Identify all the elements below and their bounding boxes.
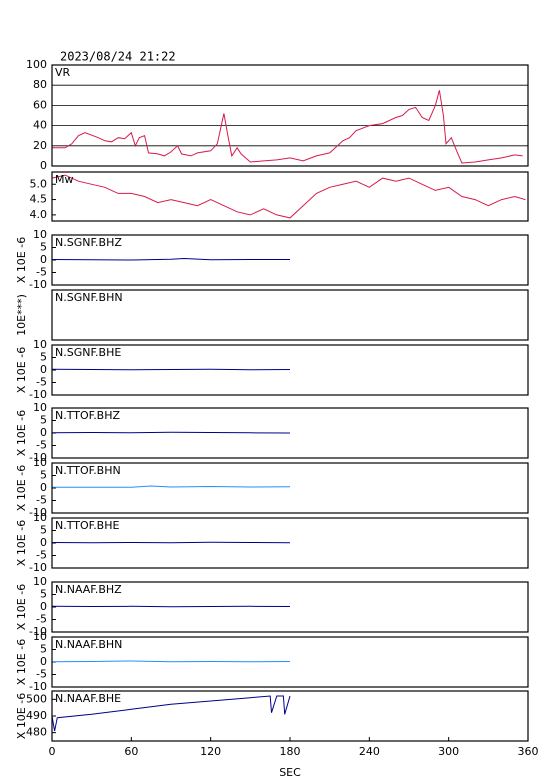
y-tick-label: 4.5: [30, 193, 48, 206]
panel-label: N.SGNF.BHE: [55, 346, 121, 359]
y-axis-label: X 10E -6: [15, 410, 28, 456]
series-line: [51, 368, 291, 371]
y-tick-label: 0: [40, 655, 47, 668]
y-tick-label: 10: [33, 456, 47, 469]
panel-label: Mw: [55, 173, 74, 186]
panel-frame: [51, 234, 529, 286]
y-tick-label: 0: [40, 159, 47, 172]
x-tick-label: 360: [518, 745, 539, 758]
series-line: [51, 541, 291, 544]
panel-frame: [51, 344, 529, 396]
y-tick-label: 0: [40, 600, 47, 613]
panel-frame: [51, 636, 529, 688]
y-tick-label: -10: [29, 625, 47, 638]
panel-label: N.NAAF.BHN: [55, 638, 122, 651]
y-tick-label: 0: [40, 253, 47, 266]
timestamp: 2023/08/24 21:22: [60, 50, 176, 64]
y-tick-label: 80: [33, 78, 47, 91]
y-tick-label: 10: [33, 338, 47, 351]
y-tick-label: 0: [40, 481, 47, 494]
y-tick-label: 5: [40, 469, 47, 482]
y-axis-label: X 10E -6: [15, 693, 28, 739]
y-tick-label: -10: [29, 278, 47, 291]
y-tick-label: 10: [33, 511, 47, 524]
x-tick-label: 240: [359, 745, 380, 758]
y-tick-label: -10: [29, 680, 47, 693]
series-line: [51, 257, 290, 261]
y-tick-label: 40: [33, 119, 47, 132]
y-tick-label: 5.0: [30, 177, 48, 190]
y-tick-label: 5: [40, 524, 47, 537]
x-tick-label: 0: [49, 745, 56, 758]
panel-label: N.SGNF.BHZ: [55, 236, 122, 249]
panel-frame: [51, 690, 529, 742]
series-line: [52, 485, 291, 488]
panel-label: N.SGNF.BHN: [55, 291, 123, 304]
y-tick-label: 0: [40, 536, 47, 549]
y-tick-label: 10: [33, 630, 47, 643]
y-tick-label: 5: [40, 588, 47, 601]
panel-label: N.TTOF.BHZ: [55, 409, 121, 422]
panel-frame: [51, 462, 529, 514]
panel-frame: [51, 289, 529, 341]
x-tick-label: 180: [280, 745, 301, 758]
y-tick-label: -5: [36, 266, 47, 279]
y-axis-label: X 10E -6: [15, 520, 28, 566]
y-axis-label: X 10E -6: [15, 639, 28, 685]
y-tick-label: -5: [36, 613, 47, 626]
y-tick-label: -5: [36, 439, 47, 452]
y-axis-label: X 10E -6: [15, 237, 28, 283]
y-tick-label: 10: [33, 228, 47, 241]
panel-frame: [51, 581, 529, 633]
panel-frame: [51, 64, 529, 167]
panel-frame: [51, 517, 529, 569]
y-tick-label: 60: [33, 98, 47, 111]
y-tick-label: 5: [40, 241, 47, 254]
series-line: [51, 605, 291, 608]
y-tick-label: 4.0: [30, 208, 48, 221]
y-tick-label: -5: [36, 376, 47, 389]
y-tick-label: 100: [26, 58, 47, 71]
x-tick-label: 120: [200, 745, 221, 758]
panel-label: N.TTOF.BHE: [55, 519, 120, 532]
y-tick-label: 490: [26, 709, 47, 722]
y-tick-label: 5: [40, 414, 47, 427]
y-tick-label: 10: [33, 575, 47, 588]
y-tick-label: -5: [36, 668, 47, 681]
y-tick-label: 20: [33, 139, 47, 152]
x-tick-label: 60: [124, 745, 138, 758]
series-line: [51, 660, 291, 663]
panel-label: VR: [55, 66, 71, 79]
x-axis-label: SEC: [279, 766, 301, 779]
y-tick-label: -5: [36, 494, 47, 507]
y-tick-label: 0: [40, 426, 47, 439]
y-tick-label: -10: [29, 561, 47, 574]
panel-label: N.NAAF.BHZ: [55, 583, 122, 596]
y-tick-label: 5: [40, 643, 47, 656]
y-axis-label: X 10E -6: [15, 584, 28, 630]
y-axis-label: X 10E -6: [15, 347, 28, 393]
series-line: [52, 90, 523, 164]
y-tick-label: 10: [33, 401, 47, 414]
y-tick-label: 5: [40, 351, 47, 364]
y-tick-label: -10: [29, 506, 47, 519]
panel-label: N.TTOF.BHN: [55, 464, 121, 477]
y-axis-label: 10E***): [15, 294, 28, 336]
y-tick-label: -5: [36, 549, 47, 562]
panel-frame: [51, 171, 529, 222]
y-tick-label: 0: [40, 363, 47, 376]
panel-label: N.NAAF.BHE: [55, 692, 121, 705]
panel-frame: [51, 407, 529, 459]
y-tick-label: -10: [29, 451, 47, 464]
series-line: [51, 431, 291, 434]
series-line: [51, 174, 526, 219]
series-line: [51, 695, 291, 732]
y-tick-label: 480: [26, 726, 47, 739]
x-tick-label: 300: [438, 745, 459, 758]
y-tick-label: 500: [26, 692, 47, 705]
y-axis-label: X 10E -6: [15, 465, 28, 511]
y-tick-label: -10: [29, 388, 47, 401]
